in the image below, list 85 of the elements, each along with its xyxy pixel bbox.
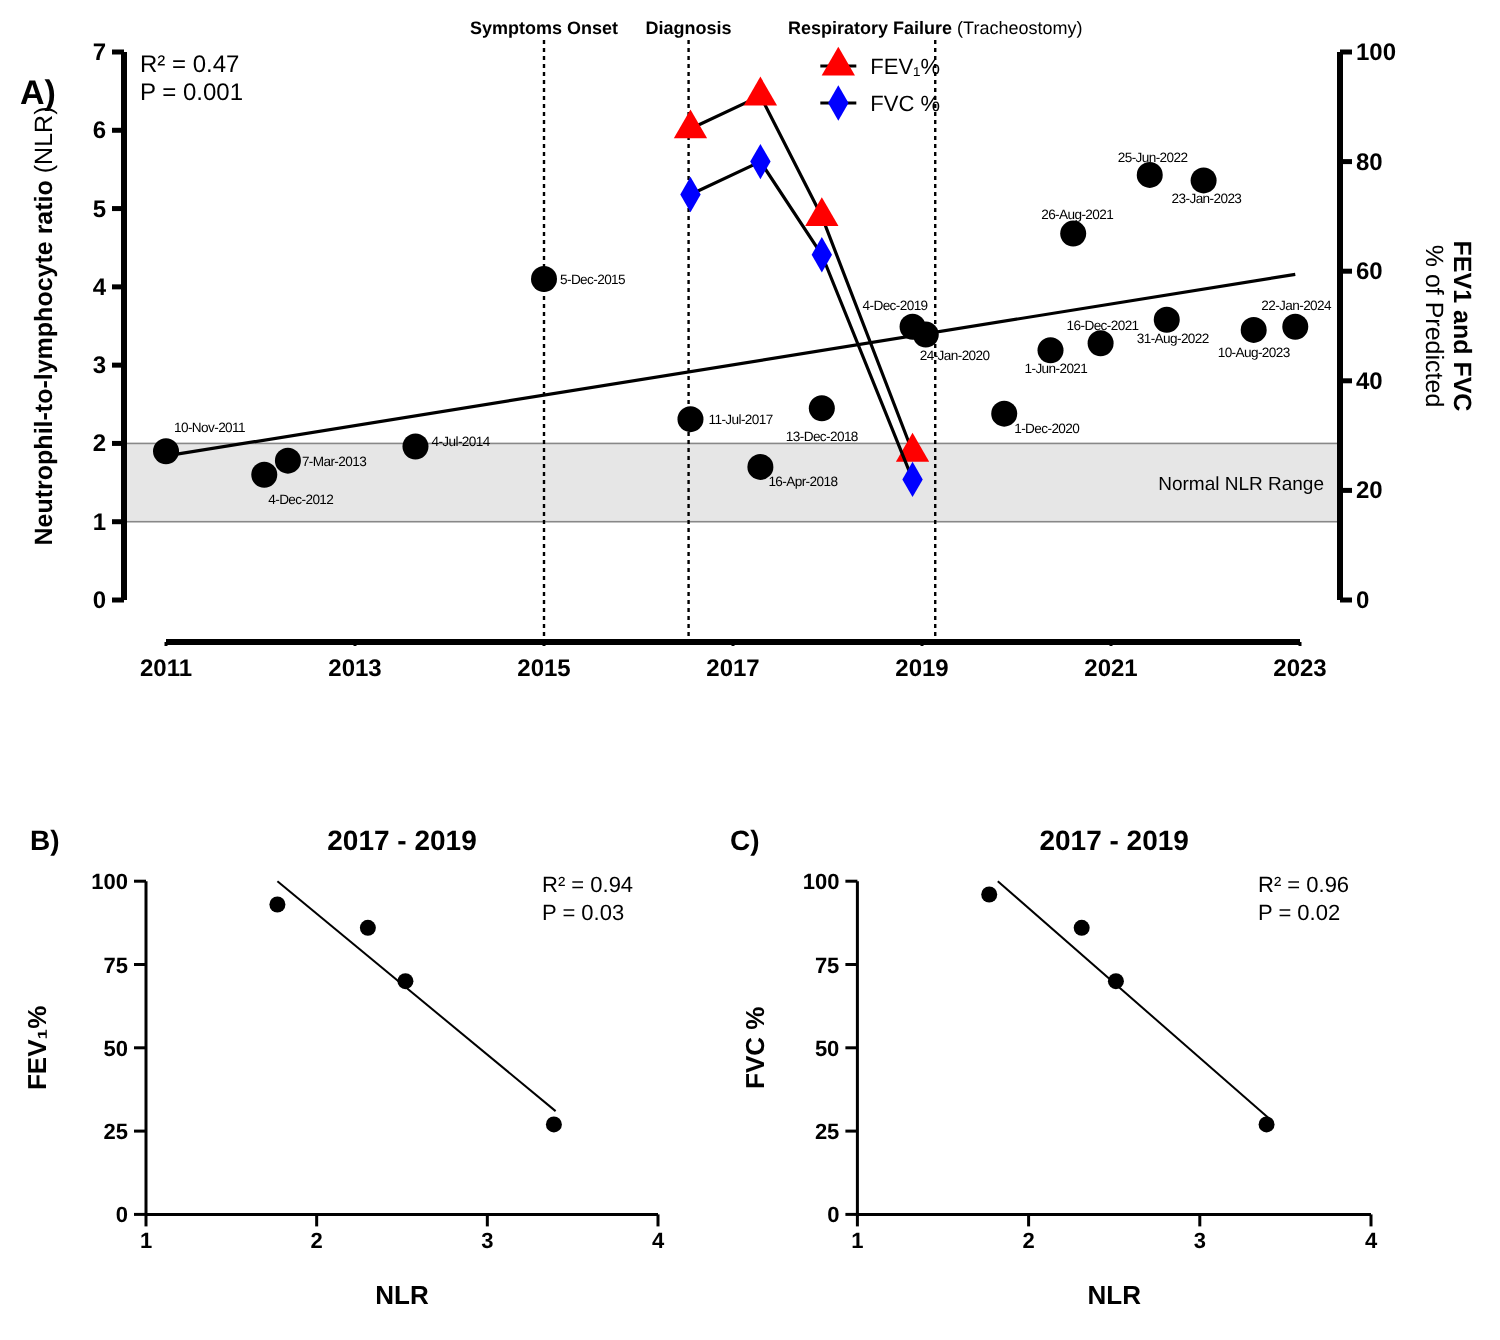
point: [531, 266, 557, 293]
text: C): [730, 824, 760, 856]
y-tick-label: 2: [92, 429, 107, 458]
annotation: R² = 0.47: [140, 50, 241, 78]
y2-tick-label: 20: [1356, 476, 1384, 505]
annotation: P = 0.02: [1258, 902, 1341, 926]
text: B): [30, 824, 60, 856]
y2-tick-label: 60: [1356, 257, 1384, 286]
y-tick-label: 3: [92, 351, 107, 380]
point: [1190, 167, 1217, 194]
y-axis-title: Neutrophil-to-lymphocyte ratio (NLR): [30, 106, 58, 546]
y-tick-label: 75: [814, 954, 840, 979]
point: [1136, 161, 1163, 188]
y-tick-label: 1: [92, 507, 107, 536]
point: [677, 406, 704, 433]
x-tick-label: 2011: [139, 654, 193, 682]
point: [274, 447, 301, 474]
text: A): [20, 74, 56, 112]
point: [359, 919, 376, 936]
annotation: P = 0.03: [542, 902, 625, 926]
y-tick-label: 6: [92, 116, 107, 145]
ref-line-label: Respiratory Failure (Tracheostomy): [788, 18, 1083, 38]
point: [1087, 330, 1114, 357]
x-tick-label: 4: [651, 1230, 666, 1255]
y2-axis-title: FEV1 and FVC % of Predicted: [1420, 240, 1476, 412]
x-tick-label: 2: [310, 1230, 323, 1255]
point: [991, 400, 1018, 427]
x-tick-label: 3: [1193, 1230, 1206, 1255]
y-tick-label: 75: [103, 954, 128, 979]
y2-tick-label: 0: [1356, 586, 1370, 614]
y2-tick-label: 100: [1356, 38, 1397, 66]
chart-title: 2017 - 2019: [327, 824, 478, 856]
point: [1282, 313, 1309, 340]
x-tick-label: 2: [1022, 1230, 1035, 1255]
band-label: Normal NLR Range: [1158, 473, 1324, 496]
y-tick-label: 4: [92, 272, 107, 301]
chart-title: 2017 - 2019: [1039, 824, 1190, 856]
point: [808, 395, 835, 422]
y-tick-label: 0: [115, 1204, 128, 1229]
x-tick-label: 2021: [1084, 654, 1139, 682]
y2-tick-label: 40: [1356, 366, 1384, 395]
annotation: R² = 0.96: [1258, 874, 1350, 898]
point: [1073, 919, 1090, 936]
y-tick-label: 25: [103, 1121, 128, 1146]
ref-line-label: Diagnosis: [645, 18, 732, 38]
y-axis-title: FVC %: [740, 1005, 770, 1089]
y-tick-label: 25: [814, 1121, 840, 1146]
y-tick-label: 5: [92, 194, 107, 223]
y-tick-label: 0: [92, 586, 107, 614]
y-tick-label: 100: [91, 871, 128, 896]
legend-label: FVC %: [870, 93, 941, 117]
x-tick-label: 4: [1364, 1230, 1379, 1255]
y2-tick-label: 80: [1356, 147, 1384, 176]
x-tick-label: 3: [481, 1230, 494, 1255]
y-tick-label: 0: [827, 1204, 840, 1229]
y-tick-label: 50: [814, 1037, 840, 1062]
point: [1240, 316, 1267, 343]
point: [1153, 306, 1180, 333]
x-axis-title: NLR: [1087, 1280, 1143, 1310]
x-tick-label: 2015: [517, 654, 572, 682]
point: [402, 433, 429, 460]
x-tick-label: 2019: [895, 654, 950, 682]
legend-label: FEV₁%: [870, 56, 941, 80]
annotation: R² = 0.94: [542, 874, 634, 898]
point: [1037, 337, 1064, 364]
point: [981, 886, 998, 903]
point: [747, 453, 774, 480]
x-tick-label: 2013: [328, 654, 383, 682]
y-axis-title: FEV₁%: [22, 1004, 52, 1091]
y-tick-label: 100: [802, 871, 840, 896]
x-tick-label: 2017: [706, 654, 761, 682]
point: [1258, 1116, 1275, 1133]
point: [251, 461, 278, 488]
point: [153, 438, 179, 465]
x-tick-label: 1: [139, 1230, 153, 1255]
x-axis-title: NLR: [375, 1280, 430, 1310]
ref-line-label: Symptoms Onset: [469, 18, 619, 38]
point: [269, 896, 286, 913]
y-tick-label: 7: [92, 38, 107, 66]
annotation: P = 0.001: [140, 78, 244, 106]
x-tick-label: 1: [851, 1230, 864, 1255]
point: [545, 1116, 562, 1133]
point: [1060, 220, 1087, 247]
y-tick-label: 50: [103, 1037, 128, 1062]
x-tick-label: 2023: [1273, 654, 1328, 682]
